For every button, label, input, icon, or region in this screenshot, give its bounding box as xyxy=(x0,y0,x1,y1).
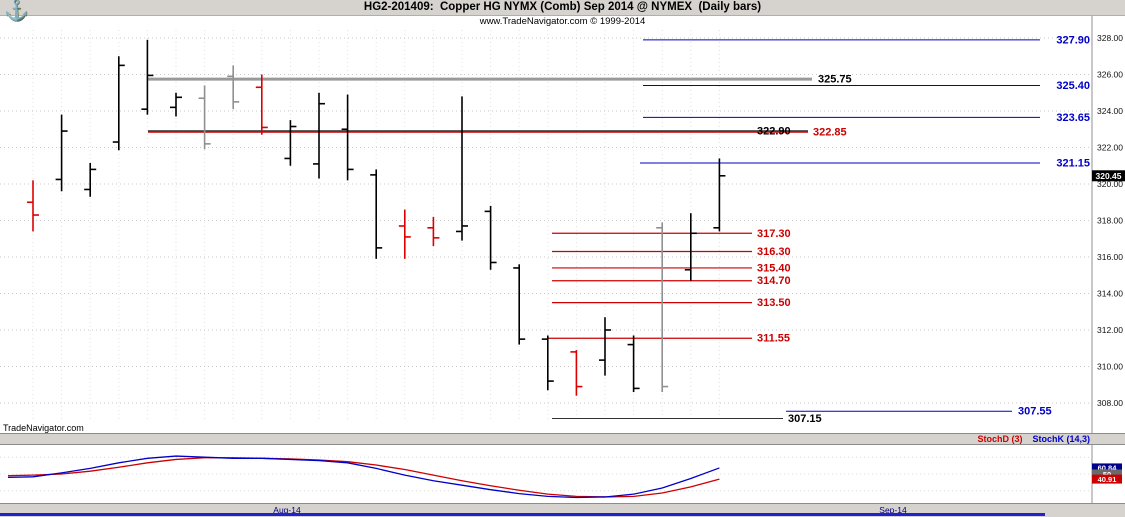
stoch-axis-badge xyxy=(1092,474,1122,484)
level-price-label: 313.50 xyxy=(757,297,791,309)
chart-title: HG2-201409: Copper HG NYMX (Comb) Sep 20… xyxy=(363,1,762,13)
level-price-label: 322.85 xyxy=(813,126,847,138)
price-axis-tick-label: 312.00 xyxy=(1097,325,1123,335)
stochk-label[interactable]: StochK (14,3) xyxy=(1032,434,1090,444)
level-price-label: 307.15 xyxy=(788,413,822,425)
stoch-axis-badge-value: 50 xyxy=(1103,470,1111,479)
price-axis-tick-label: 314.00 xyxy=(1097,289,1123,299)
watermark-text: TradeNavigator.com xyxy=(3,423,84,433)
stoch-axis-badge-value: 40.91 xyxy=(1098,475,1117,484)
indicator-panel-divider: StochD (3) StochK (14,3) xyxy=(0,433,1125,445)
price-axis-tick-label: 316.00 xyxy=(1097,252,1123,262)
x-axis-month-label: Aug-14 xyxy=(273,505,301,515)
stochd-label[interactable]: StochD (3) xyxy=(977,434,1023,444)
price-axis-tick-label: 310.00 xyxy=(1097,362,1123,372)
stoch-axis-badge xyxy=(1092,469,1122,479)
level-price-label: 315.40 xyxy=(757,262,791,274)
price-axis-tick-label: 326.00 xyxy=(1097,70,1123,80)
trade-navigator-logo-icon: ⚓ xyxy=(4,0,29,22)
level-price-label: 325.40 xyxy=(1056,80,1090,92)
level-price-label: 321.15 xyxy=(1056,158,1090,170)
price-axis-tick-label: 328.00 xyxy=(1097,33,1123,43)
chart-scrollbar[interactable] xyxy=(0,513,1045,516)
level-price-label: 327.90 xyxy=(1056,34,1090,46)
price-axis-tick-label: 308.00 xyxy=(1097,398,1123,408)
x-axis-month-label: Sep-14 xyxy=(879,505,907,515)
level-price-label: 311.55 xyxy=(757,333,790,345)
price-axis-tick-label: 322.00 xyxy=(1097,143,1123,153)
last-price-badge-value: 320.45 xyxy=(1096,171,1122,181)
level-price-label: 307.55 xyxy=(1018,406,1052,418)
stochk-line xyxy=(7,455,720,499)
level-price-label: 316.30 xyxy=(757,246,791,258)
level-price-label: 325.75 xyxy=(818,74,852,86)
price-axis-tick-label: 318.00 xyxy=(1097,216,1123,226)
level-price-label: 323.65 xyxy=(1056,112,1090,124)
stoch-axis-badge xyxy=(1092,463,1122,473)
chart-title-bar: HG2-201409: Copper HG NYMX (Comb) Sep 20… xyxy=(0,0,1125,16)
level-price-label: 314.70 xyxy=(757,275,791,287)
level-price-label: 322.90 xyxy=(757,126,791,138)
price-axis-tick-label: 320.00 xyxy=(1097,179,1123,189)
chart-subtitle: www.TradeNavigator.com © 1999-2014 xyxy=(479,16,646,27)
stoch-axis-badge-value: 60.84 xyxy=(1098,464,1118,473)
last-price-badge xyxy=(1092,170,1125,182)
indicator-legend: StochD (3) StochK (14,3) xyxy=(977,434,1090,444)
price-axis-tick-label: 324.00 xyxy=(1097,106,1123,116)
time-axis-band: Aug-14 Sep-14 xyxy=(0,503,1125,517)
level-price-label: 317.30 xyxy=(757,228,791,240)
